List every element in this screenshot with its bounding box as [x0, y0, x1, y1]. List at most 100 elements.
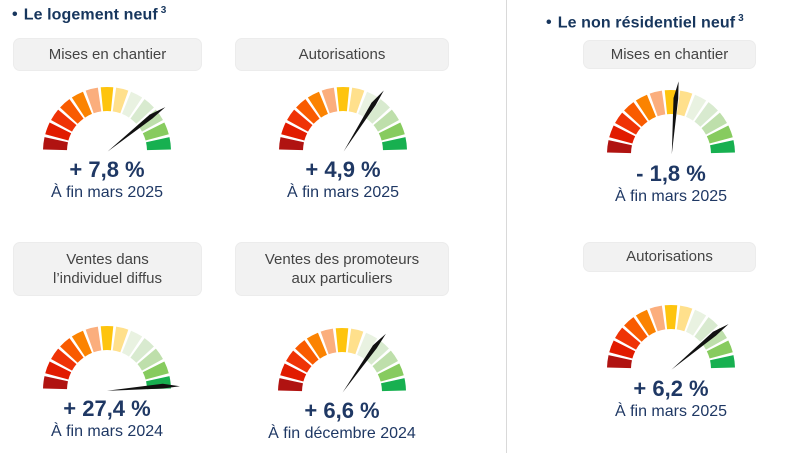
gauge-date: À fin mars 2025	[614, 403, 728, 420]
gauge-segment	[43, 137, 68, 151]
gauge-segment	[382, 137, 407, 151]
gauge-segment	[335, 328, 349, 353]
gauge-segment	[609, 340, 636, 359]
gauge-segment	[321, 87, 338, 114]
gauge-needle	[671, 81, 679, 155]
gauge-segment	[45, 122, 72, 141]
gauge-segment	[378, 122, 405, 141]
gauge-value: + 6,2 %	[633, 376, 709, 401]
gauge-needle	[107, 107, 166, 152]
gauge-segment	[357, 332, 378, 359]
gauge-segment	[307, 91, 328, 118]
gauge-segment	[295, 340, 319, 365]
gauge-segment	[85, 326, 102, 353]
gauge-segment	[281, 122, 308, 141]
gauge-segment	[348, 87, 365, 114]
gauge-value: + 6,6 %	[304, 398, 380, 423]
gauge-segment	[706, 125, 733, 144]
gauge-segment	[373, 109, 399, 132]
gauge-date: À fin mars 2025	[614, 188, 728, 205]
gauge-segments	[278, 328, 406, 392]
footnote-marker: 3	[160, 5, 167, 16]
gauge-segment	[71, 91, 92, 118]
gauge-segment	[112, 326, 129, 353]
panel-label-line: Autorisations	[626, 248, 713, 266]
panel-label-line: Autorisations	[298, 45, 386, 63]
section-title-text: Le logement neuf	[23, 6, 158, 24]
gauge-segments	[43, 87, 171, 151]
gauge-segment	[122, 330, 143, 357]
gauge-segment	[142, 122, 169, 141]
gauge-segment	[635, 309, 656, 336]
gauge-segment	[664, 305, 678, 330]
gauge-segment	[706, 340, 733, 359]
gauge-date: À fin décembre 2024	[268, 425, 416, 442]
panel-label-line: Ventes des promoteurs	[264, 250, 420, 268]
gauge-chart	[607, 81, 735, 155]
gauge-segment	[43, 376, 68, 390]
gauge-segment	[137, 109, 163, 132]
gauge-chart	[43, 326, 180, 391]
gauge-segment	[607, 355, 632, 369]
gauge-value: + 27,4 %	[63, 396, 151, 421]
gauge-segment	[287, 109, 313, 132]
bullet-icon: •	[12, 6, 18, 24]
section-divider	[506, 0, 507, 453]
gauge-segment	[320, 328, 337, 355]
gauge-segment	[358, 91, 379, 118]
gauge-segment	[100, 326, 114, 351]
gauge-segment	[377, 363, 404, 382]
gauge-segment	[130, 99, 154, 124]
gauge-segment	[100, 87, 114, 112]
section-title-non-residentiel: • Le non résidentiel neuf 3	[546, 13, 744, 32]
section-title-logement-neuf: • Le logement neuf 3	[12, 5, 166, 24]
gauge-segment	[296, 99, 320, 124]
panel-label-line: l’individuel diffus	[53, 270, 162, 287]
gauge-chart	[278, 328, 406, 393]
gauge-segment	[694, 102, 718, 127]
panel-label-box: Mises en chantier	[583, 40, 756, 69]
gauge-needle	[107, 383, 180, 391]
gauge-segment	[624, 102, 648, 127]
gauge-segment	[607, 140, 632, 154]
gauge-segment	[710, 355, 735, 369]
gauge-segment	[71, 330, 92, 357]
gauge-segment	[381, 378, 406, 392]
panel-label-line: aux particuliers	[291, 270, 393, 287]
gauge-segment	[85, 87, 102, 114]
gauge-segment	[122, 91, 143, 118]
panel-label-box: Mises en chantier	[13, 38, 202, 71]
gauge-segment	[286, 350, 312, 373]
gauge-segment	[51, 348, 77, 371]
gauge-value: - 1,8 %	[636, 161, 706, 186]
gauge-segment	[701, 327, 727, 350]
gauge-segment	[694, 317, 718, 342]
gauge-segment	[336, 87, 350, 112]
gauge-segments	[607, 90, 735, 154]
panel-label-line: Mises en chantier	[48, 45, 167, 63]
gauge-segment	[676, 305, 693, 332]
gauge-needle	[342, 333, 386, 393]
gauge-segment	[146, 137, 171, 151]
panel-label-box: Ventes dans l’individuel diffus	[13, 242, 202, 296]
gauge-segment	[60, 338, 84, 363]
gauge-segment	[615, 327, 641, 350]
gauge-chart	[43, 87, 171, 152]
gauge-segments	[43, 326, 171, 390]
gauge-chart	[279, 87, 407, 152]
gauge-segment	[710, 140, 735, 154]
gauge-date: À fin mars 2025	[286, 184, 400, 201]
panel-label-line: Ventes dans	[66, 250, 149, 268]
gauge-date: À fin mars 2024	[50, 423, 164, 440]
gauge-segment	[142, 361, 169, 380]
gauge-segment	[372, 350, 398, 373]
gauge-needle	[671, 324, 729, 370]
gauge-segments	[279, 87, 407, 151]
gauge-segment	[51, 109, 77, 132]
gauge-segment	[306, 332, 327, 359]
gauge-segment	[45, 361, 72, 380]
gauge-segment	[649, 90, 666, 117]
gauge-segment	[112, 87, 129, 114]
gauge-segment	[279, 137, 304, 151]
gauge-segment	[130, 338, 154, 363]
